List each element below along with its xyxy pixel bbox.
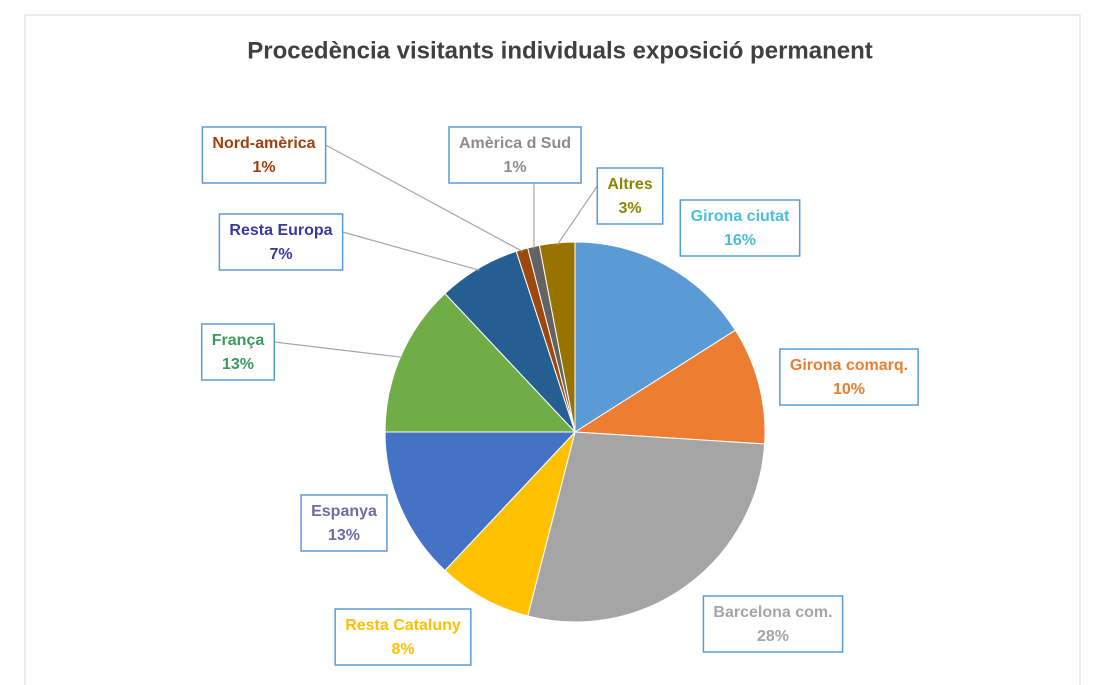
label-value: 13% [328, 527, 360, 544]
label-category: Girona ciutat [691, 208, 790, 225]
label-category: Resta Europa [229, 222, 332, 239]
data-label: Nord-amèrica 1% [201, 126, 327, 184]
leader-line [556, 185, 598, 246]
label-category: França [212, 332, 265, 349]
label-box [200, 323, 276, 381]
chart-title: Procedència visitants individuals exposi… [247, 37, 873, 64]
label-box [679, 199, 801, 257]
label-category: Resta Cataluny [345, 617, 461, 634]
label-box [596, 167, 664, 225]
pie-slice [538, 241, 576, 433]
label-value: 10% [833, 381, 865, 398]
label-category: Girona comarq. [790, 357, 908, 374]
label-value: 13% [222, 356, 254, 373]
pie-slice [444, 431, 576, 617]
label-category: Barcelona com. [713, 604, 832, 621]
label-box [779, 348, 919, 406]
label-category: Espanya [311, 503, 377, 520]
pie-slice [573, 329, 766, 445]
label-box [201, 126, 327, 184]
data-label: Girona ciutat 16% [679, 199, 801, 257]
label-box [218, 213, 344, 271]
label-value: 28% [757, 628, 789, 645]
label-value: 1% [503, 159, 526, 176]
label-value: 3% [618, 200, 641, 217]
data-label: Barcelona com. 28% [702, 595, 844, 653]
data-label: Resta Europa 7% [218, 213, 344, 271]
data-label: Resta Cataluny 8% [334, 608, 472, 666]
label-box [702, 595, 844, 653]
leader-line [325, 144, 523, 252]
data-label: Girona comarq. 10% [779, 348, 919, 406]
leader-line [342, 231, 480, 271]
label-category: Amèrica d Sud [459, 135, 571, 152]
label-value: 1% [252, 159, 275, 176]
pie-slice [527, 431, 766, 623]
label-category: Altres [607, 176, 652, 193]
label-category: Nord-amèrica [212, 135, 315, 152]
pie-slice [574, 241, 737, 433]
label-value: 7% [269, 246, 292, 263]
data-label: França 13% [200, 323, 276, 381]
label-box [448, 126, 582, 184]
leader-lines [274, 144, 598, 358]
label-value: 16% [724, 232, 756, 249]
data-label: Espanya 13% [300, 494, 388, 552]
label-box [334, 608, 472, 666]
label-value: 8% [391, 641, 414, 658]
label-box [300, 494, 388, 552]
data-label: Amèrica d Sud 1% [448, 126, 582, 184]
data-label: Altres 3% [596, 167, 664, 225]
leader-line [274, 341, 403, 358]
pie-slice [384, 431, 577, 572]
